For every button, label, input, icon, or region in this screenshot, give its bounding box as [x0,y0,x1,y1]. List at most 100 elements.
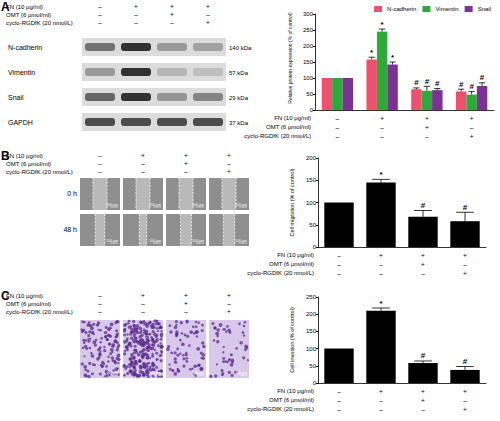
svg-text:0: 0 [313,380,317,386]
svg-text:FN (10 μg/ml): FN (10 μg/ml) [277,252,314,258]
svg-text:Vimentin: Vimentin [435,6,458,12]
svg-text:+: + [380,115,384,122]
svg-text:–: – [337,252,341,259]
svg-text:–: – [134,19,138,26]
svg-text:+: + [470,115,474,122]
svg-text:–: – [425,133,429,140]
svg-text:+: + [206,19,210,26]
svg-text:–: – [337,397,341,404]
svg-text:OMT (6 μmol/ml): OMT (6 μmol/ml) [6,301,51,307]
svg-text:*: * [381,20,385,29]
svg-text:+: + [379,252,383,259]
svg-text:Vimentin: Vimentin [8,69,35,76]
svg-text:100: 100 [306,200,317,206]
svg-text:–: – [379,270,383,277]
svg-text:+: + [421,252,425,259]
svg-text:0: 0 [310,107,314,113]
svg-text:*: * [379,299,383,308]
svg-text:#: # [469,82,474,91]
svg-text:+: + [227,152,231,159]
svg-text:–: – [141,168,145,175]
svg-text:+: + [134,3,138,10]
svg-text:OMT (6 μmol/ml): OMT (6 μmol/ml) [269,261,314,267]
svg-text:–: – [98,11,102,18]
svg-text:#: # [425,77,430,86]
svg-text:+: + [170,3,174,10]
svg-text:+: + [206,3,210,10]
svg-text:+: + [463,252,467,259]
svg-text:100 μm: 100 μm [149,203,161,207]
svg-text:–: – [98,19,102,26]
svg-text:#: # [463,357,468,366]
svg-text:–: – [141,160,145,167]
svg-text:cyclo-RGDfK (20 nmol/L): cyclo-RGDfK (20 nmol/L) [6,169,73,175]
svg-text:+: + [227,168,231,175]
svg-text:–: – [379,406,383,413]
svg-text:N-cadherin: N-cadherin [8,44,42,51]
svg-text:–: – [206,11,210,18]
svg-text:–: – [463,397,467,404]
svg-text:50: 50 [309,363,316,369]
svg-text:cyclo-RGDfK (20 nmol/L): cyclo-RGDfK (20 nmol/L) [247,406,314,412]
svg-text:57 kDa: 57 kDa [229,70,249,76]
svg-text:FN (10 μg/ml): FN (10 μg/ml) [277,388,314,394]
svg-text:100 μm: 100 μm [149,371,161,375]
svg-text:37 kDa: 37 kDa [229,120,249,126]
svg-text:–: – [227,160,231,167]
svg-text:+: + [379,388,383,395]
svg-text:#: # [414,78,419,87]
svg-text:–: – [380,124,384,131]
svg-text:–: – [463,261,467,268]
svg-text:50: 50 [306,91,313,97]
svg-text:+: + [425,124,429,131]
svg-text:–: – [98,308,102,315]
svg-text:+: + [227,292,231,299]
svg-text:OMT (6 μmol/ml): OMT (6 μmol/ml) [269,397,314,403]
svg-text:*: * [391,53,395,62]
svg-text:+: + [463,388,467,395]
svg-text:–: – [337,406,341,413]
svg-text:140 kDa: 140 kDa [229,45,252,51]
svg-text:100 μm: 100 μm [149,239,161,243]
svg-text:100 μm: 100 μm [192,239,204,243]
svg-text:0: 0 [313,244,317,250]
svg-text:100 μm: 100 μm [192,203,204,207]
svg-text:–: – [98,168,102,175]
svg-text:100 μm: 100 μm [106,203,118,207]
svg-text:150: 150 [306,177,317,183]
svg-text:–: – [98,152,102,159]
svg-text:Snail: Snail [478,6,491,12]
svg-text:100: 100 [303,75,314,81]
svg-text:Snail: Snail [8,94,24,101]
svg-text:–: – [134,11,138,18]
svg-text:OMT (6 μmol/ml): OMT (6 μmol/ml) [6,161,51,167]
svg-text:100 μm: 100 μm [192,371,204,375]
svg-text:GAPDH: GAPDH [8,119,33,126]
svg-text:FN (10 μg/ml): FN (10 μg/ml) [274,115,311,121]
svg-text:cyclo-RGDfK (20 nmol/L): cyclo-RGDfK (20 nmol/L) [244,133,311,139]
svg-text:+: + [184,152,188,159]
svg-text:–: – [98,3,102,10]
svg-text:–: – [184,308,188,315]
svg-text:0 h: 0 h [67,190,77,197]
svg-text:150: 150 [306,328,317,334]
svg-text:cyclo-RGDfK (20 nmol/L): cyclo-RGDfK (20 nmol/L) [247,270,314,276]
svg-text:+: + [421,397,425,404]
svg-text:#: # [459,80,464,89]
svg-text:100 μm: 100 μm [235,239,247,243]
svg-text:250: 250 [303,27,314,33]
svg-text:29 kDa: 29 kDa [229,95,249,101]
svg-text:–: – [141,308,145,315]
svg-text:*: * [379,170,383,179]
svg-text:cyclo-RGDfK (20 nmol/L): cyclo-RGDfK (20 nmol/L) [6,309,73,315]
svg-text:150: 150 [303,59,314,65]
svg-text:–: – [379,261,383,268]
svg-text:#: # [480,73,485,82]
svg-text:250: 250 [306,294,317,300]
svg-text:+: + [421,388,425,395]
svg-text:–: – [337,261,341,268]
svg-text:+: + [463,270,467,277]
svg-text:–: – [380,133,384,140]
svg-text:200: 200 [306,155,317,161]
svg-text:–: – [336,115,340,122]
